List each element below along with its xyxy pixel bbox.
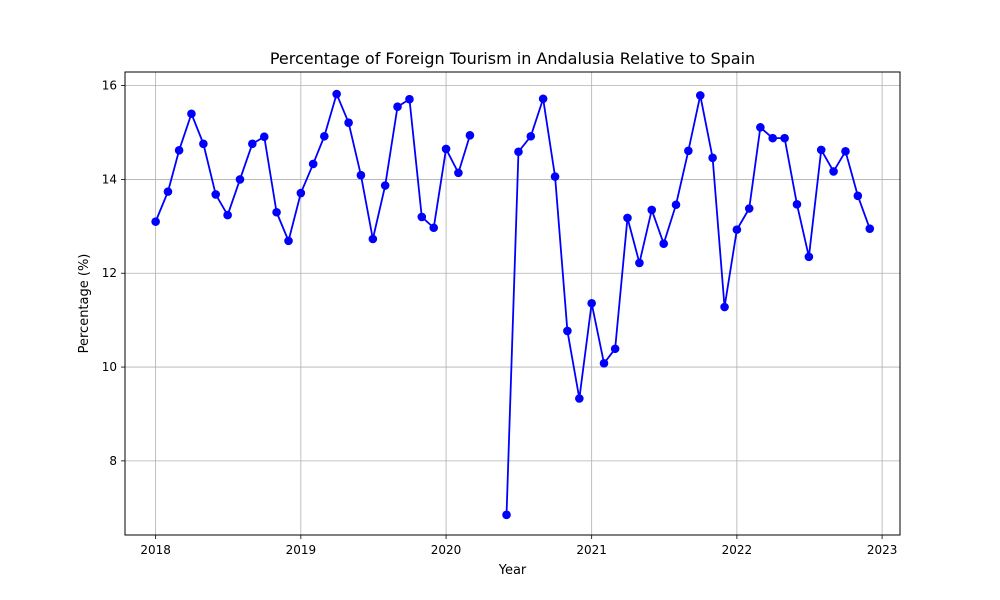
y-tick-label: 12 <box>102 266 117 280</box>
x-tick-label: 2021 <box>576 543 607 557</box>
y-tick-label: 14 <box>102 172 117 186</box>
data-point <box>320 131 329 141</box>
y-tick-label: 16 <box>102 79 117 93</box>
data-point <box>816 145 826 155</box>
data-point <box>684 146 693 156</box>
data-point <box>235 175 245 184</box>
data-point <box>502 510 511 520</box>
y-tick-label: 10 <box>102 360 117 374</box>
data-point <box>768 133 777 143</box>
data-point <box>284 236 293 246</box>
data-point <box>853 191 863 201</box>
data-point <box>780 133 789 143</box>
data-point <box>211 190 221 199</box>
data-point <box>756 123 765 132</box>
data-point <box>393 102 402 112</box>
data-point <box>732 225 742 234</box>
data-point <box>356 170 366 180</box>
plot-area-frame <box>124 71 901 536</box>
data-point <box>659 239 668 248</box>
data-point <box>223 210 232 220</box>
data-point <box>647 205 657 215</box>
x-tick-label: 2022 <box>722 543 753 557</box>
data-point <box>272 207 281 217</box>
data-point <box>429 223 439 233</box>
series <box>151 89 875 520</box>
x-axis-label: Year <box>498 563 527 578</box>
data-point <box>174 146 184 155</box>
data-point <box>610 344 620 354</box>
data-point <box>829 167 838 176</box>
data-point <box>708 153 717 163</box>
data-point <box>671 200 681 210</box>
data-point <box>865 224 875 233</box>
data-point <box>538 94 548 104</box>
data-point <box>720 302 729 312</box>
data-point <box>587 298 596 308</box>
data-point <box>344 118 353 127</box>
data-point <box>454 168 463 178</box>
x-tick-label: 2018 <box>140 543 171 557</box>
data-point <box>405 94 414 104</box>
data-point <box>308 159 318 169</box>
data-point <box>441 144 451 154</box>
data-point <box>575 394 584 403</box>
data-point <box>841 146 850 156</box>
data-point <box>332 89 341 99</box>
y-axis-label: Percentage (%) <box>77 254 92 354</box>
data-point <box>380 181 390 190</box>
y-tick-label: 8 <box>109 454 117 468</box>
x-tick-label: 2020 <box>431 543 462 557</box>
data-point <box>744 204 754 213</box>
chart-title: Percentage of Foreign Tourism in Andalus… <box>270 49 755 68</box>
data-point <box>151 217 160 226</box>
x-tick-label: 2019 <box>286 543 317 557</box>
data-point <box>248 139 257 149</box>
data-point <box>792 199 802 209</box>
data-point <box>199 139 208 149</box>
data-point <box>296 188 306 198</box>
data-point <box>526 131 536 141</box>
data-point <box>695 91 705 100</box>
data-point <box>804 252 814 262</box>
data-point <box>623 213 632 223</box>
data-point <box>563 326 572 336</box>
data-point <box>599 359 609 368</box>
data-point <box>259 132 269 142</box>
data-point <box>465 131 475 140</box>
data-point <box>368 234 378 244</box>
x-tick-label: 2023 <box>867 543 898 557</box>
data-point <box>550 172 560 181</box>
data-point <box>163 187 173 196</box>
axis-ticks: 2018 2019 2020 2021 2022 2023 8 10 12 14 16 <box>102 79 898 557</box>
data-point <box>635 258 644 268</box>
data-point <box>417 212 427 222</box>
data-point <box>514 147 523 157</box>
data-point <box>187 109 196 119</box>
